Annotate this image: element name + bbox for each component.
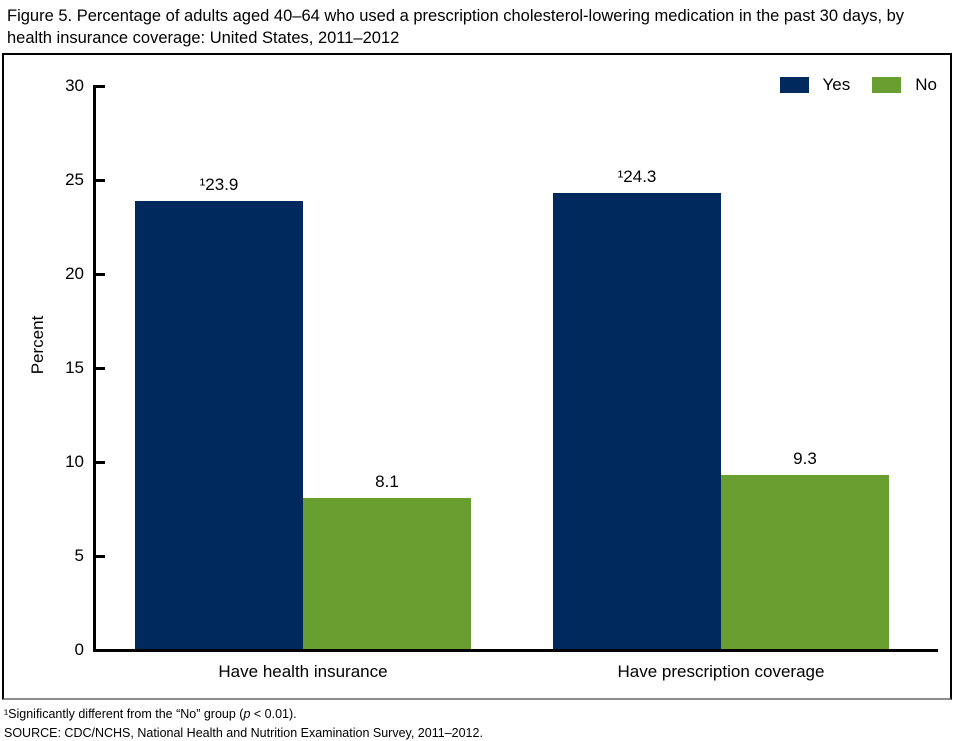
y-tick-mark (94, 460, 105, 464)
y-tick-mark (94, 178, 105, 182)
category-label-2: Have prescription coverage (617, 662, 825, 681)
bar-value-yes-2: ¹24.3 (617, 167, 657, 187)
y-tick-label: 5 (74, 546, 84, 565)
legend: Yes No (779, 75, 937, 95)
x-axis-line (92, 648, 938, 652)
y-tick-mark (94, 554, 105, 558)
y-tick-label: 25 (65, 170, 84, 189)
category-label-1: Have health insurance (218, 662, 388, 681)
y-tick-label: 20 (65, 264, 84, 283)
bar-value-no-2: 9.3 (793, 449, 817, 469)
y-axis-line (92, 84, 96, 652)
y-tick-label: 30 (65, 76, 84, 95)
y-tick-label: 15 (65, 358, 84, 377)
legend-swatch-yes (779, 77, 809, 93)
footnote-source: SOURCE: CDC/NCHS, National Health and Nu… (4, 725, 483, 740)
y-tick-mark (94, 84, 105, 88)
bar-no-1 (303, 497, 471, 650)
bar-value-no-1: 8.1 (375, 471, 399, 491)
legend-label-no: No (915, 75, 937, 94)
y-tick-label: 0 (74, 640, 84, 659)
footnote-significance: ¹Significantly different from the “No” g… (4, 707, 297, 721)
y-axis-title: Percent (28, 315, 47, 375)
y-tick-mark (94, 366, 105, 370)
footnotes: ¹Significantly different from the “No” g… (4, 705, 483, 741)
y-tick-label: 10 (65, 452, 84, 471)
legend-swatch-no (872, 77, 902, 93)
bar-value-yes-1: ¹23.9 (199, 174, 239, 194)
figure-title: Figure 5. Percentage of adults aged 40–6… (7, 7, 905, 47)
bar-yes-1 (135, 200, 303, 650)
bar-yes-2 (553, 193, 721, 650)
y-tick-mark (94, 272, 105, 276)
legend-item-yes: Yes (779, 75, 851, 95)
legend-item-no: No (872, 75, 937, 95)
legend-label-yes: Yes (822, 75, 851, 94)
chart-area: Yes No Percent ¹23.9 8.1 Have health insur… (2, 53, 952, 700)
bar-no-2 (721, 475, 889, 650)
